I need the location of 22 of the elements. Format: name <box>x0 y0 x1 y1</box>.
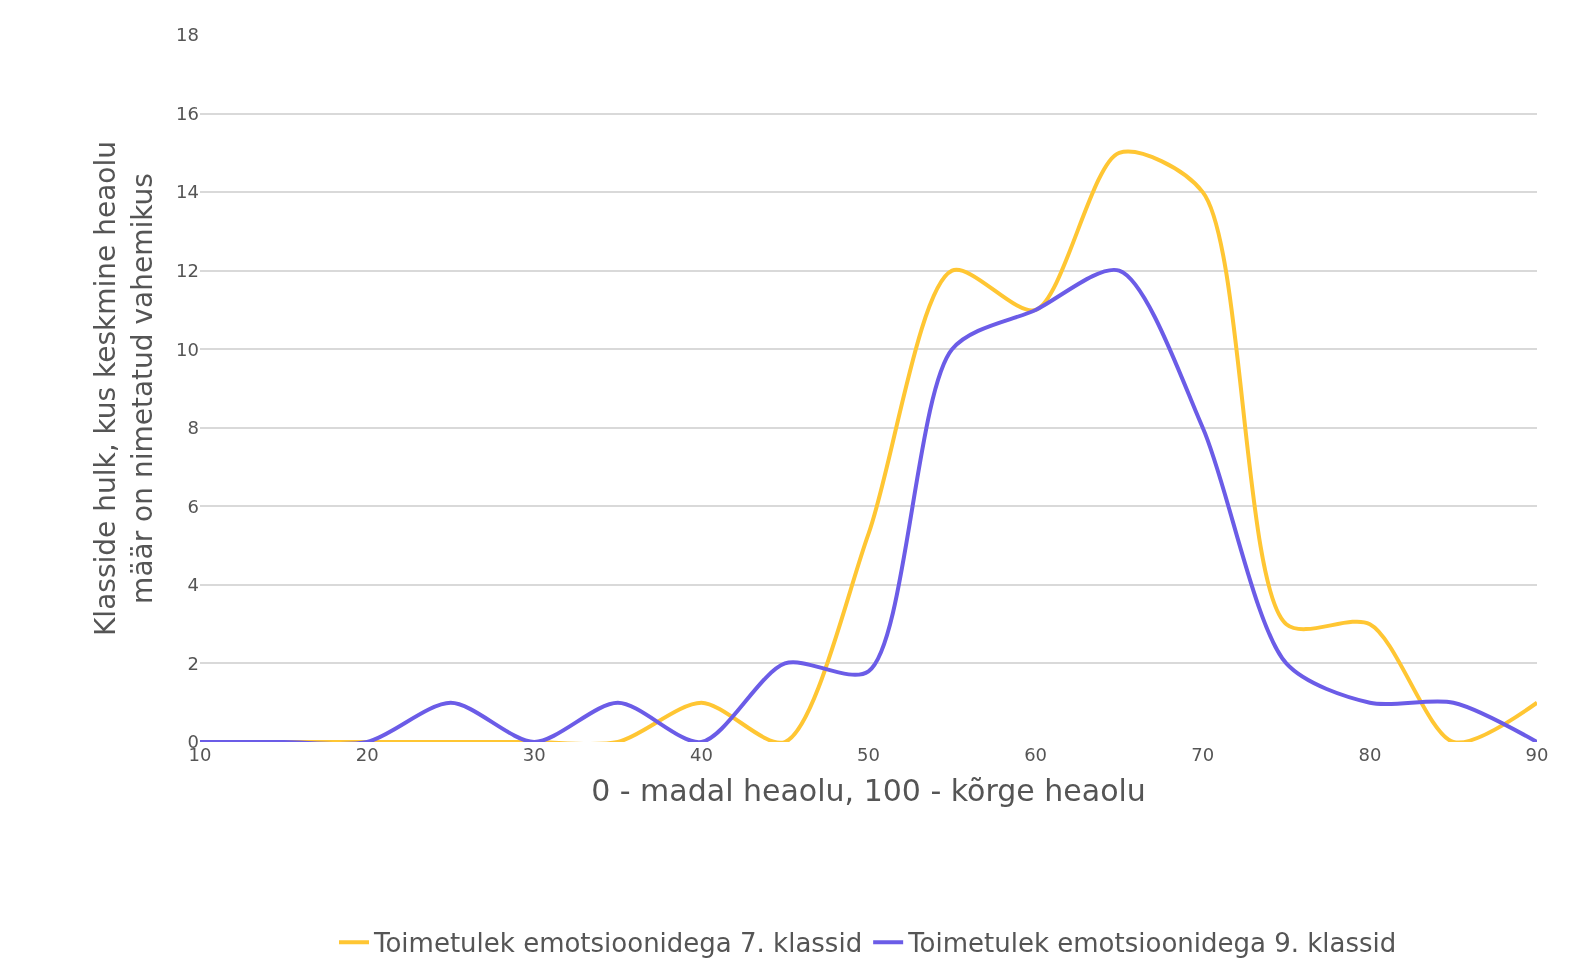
y-tick-label: 2 <box>187 652 199 674</box>
y-tick-label: 8 <box>187 417 199 439</box>
x-tick-label: 30 <box>522 744 546 765</box>
y-tick-label: 16 <box>176 102 199 124</box>
line-series <box>200 268 1537 742</box>
y-tick-label: 10 <box>176 338 199 360</box>
y-tick-label: 18 <box>176 24 199 46</box>
x-tick-label: 60 <box>1024 744 1048 765</box>
legend-label: Toimetulek emotsioonidega 9. klassid <box>907 928 1397 959</box>
x-tick-label: 70 <box>1191 744 1215 765</box>
x-axis-title: 0 - madal heaolu, 100 - kõrge heaolu <box>591 772 1146 808</box>
y-tick-label: 14 <box>176 181 199 203</box>
y-axis-title: Klasside hulk, kus keskmine heaolu määr on nimetatud vahemikus <box>89 141 159 636</box>
x-tick-label: 20 <box>355 744 379 765</box>
x-tick-label: 80 <box>1358 744 1382 765</box>
x-tick-label: 90 <box>1525 744 1549 765</box>
y-tick-label: 6 <box>187 495 199 517</box>
x-tick-label: 40 <box>689 744 713 765</box>
y-tick-label: 12 <box>176 259 199 281</box>
legend-label: Toimetulek emotsioonidega 7. klassid <box>373 928 863 959</box>
x-tick-label: 50 <box>857 744 880 765</box>
y-tick-label: 4 <box>187 574 199 596</box>
